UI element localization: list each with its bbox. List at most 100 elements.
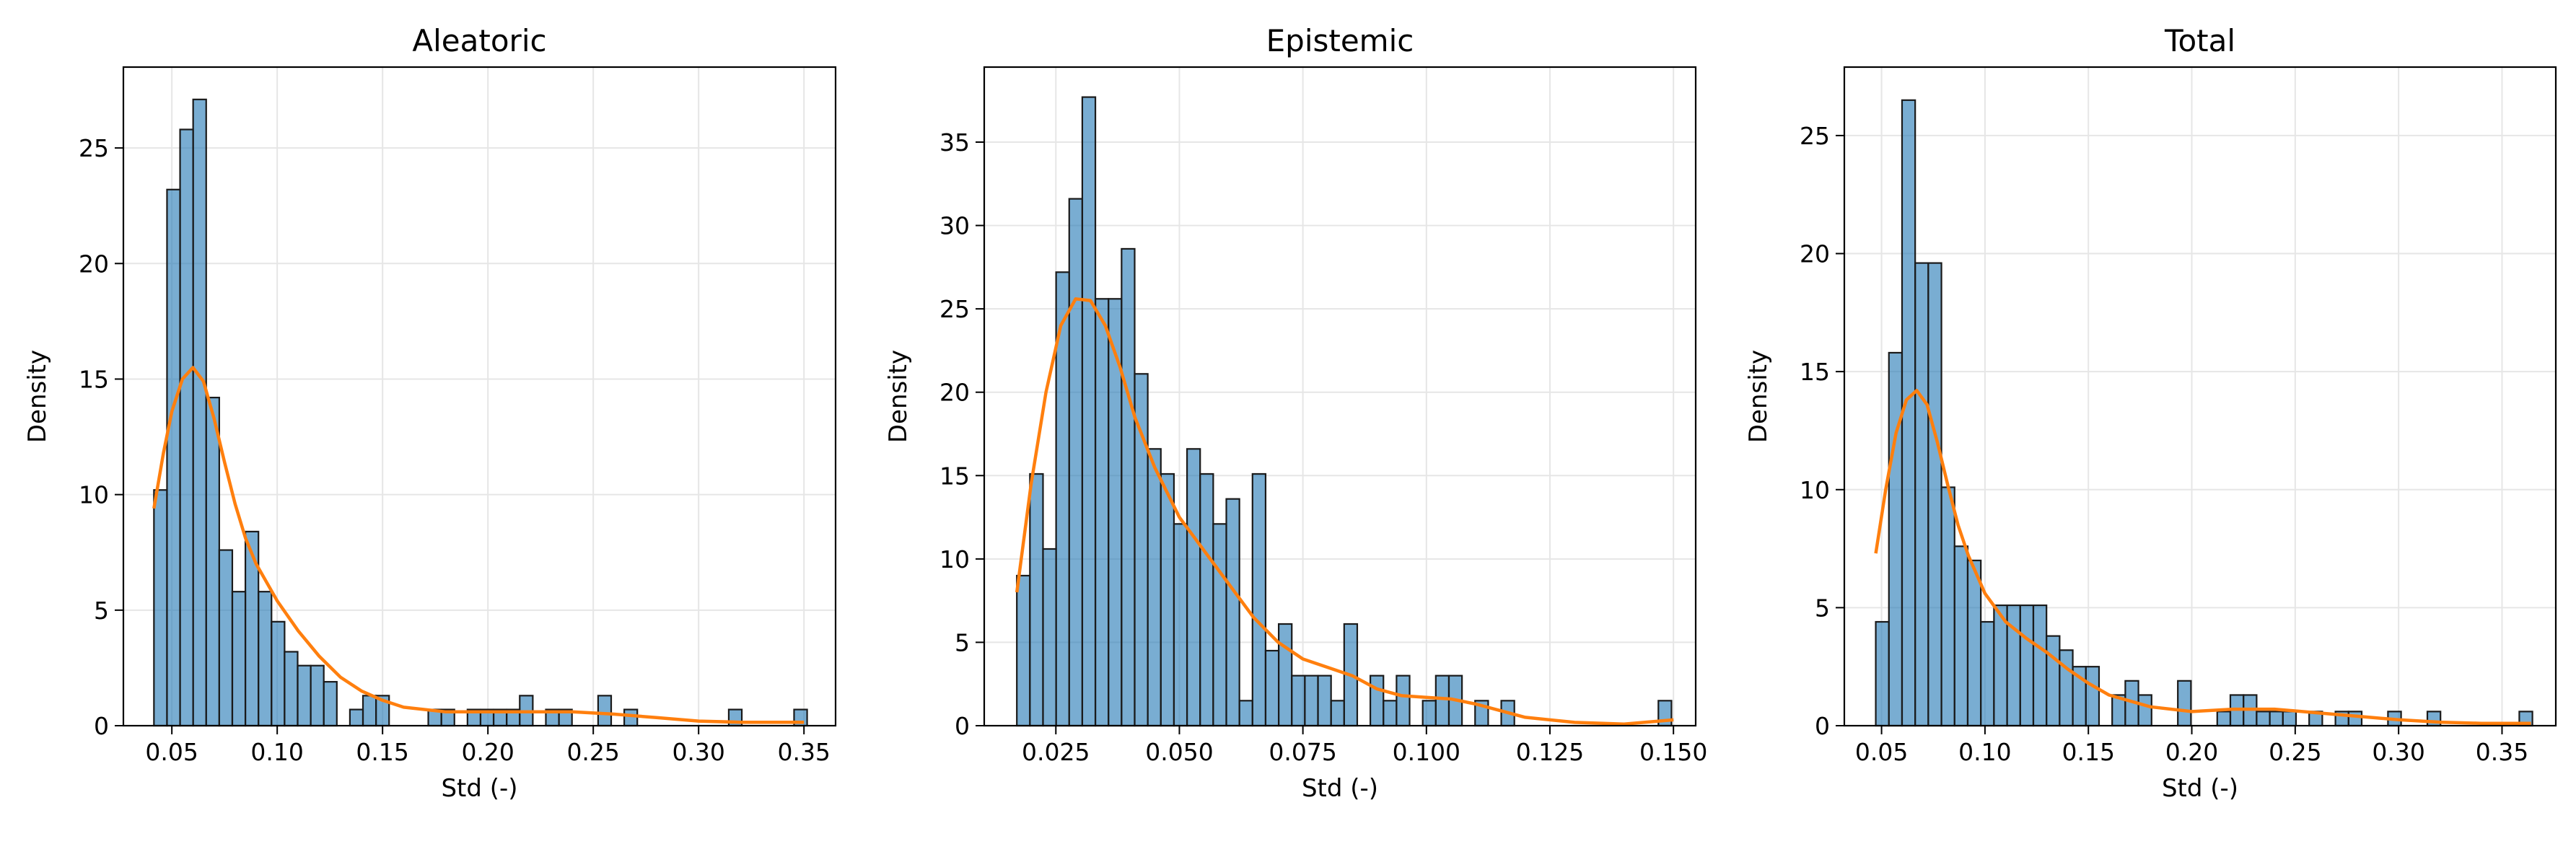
x-tick-label: 0.025 [1022,738,1090,766]
histogram-bar [2059,649,2074,727]
y-tick-label: 20 [939,379,970,407]
y-tick-label: 0 [94,712,109,740]
y-tick-label: 25 [939,295,970,323]
chart-panel-0: 0.05 0.10 0.15 0.20 0.25 0.30 0.35 0 5 10 15 20 25 Al… [23,23,837,803]
histogram-bar [1940,486,1955,727]
histogram-bar [1953,545,1969,727]
y-tick-label: 25 [79,134,109,162]
axes-frame [983,66,1697,727]
histogram-bar [1875,620,1890,727]
histogram-bar [1330,700,1345,727]
histogram-bar [1434,674,1450,727]
histogram-bar [2347,711,2363,727]
x-tick-label: 0.05 [1855,738,1908,766]
y-axis-label: Density [23,350,52,443]
chart-title: Aleatoric [412,23,546,58]
histogram-bar [271,620,286,727]
x-tick-label: 0.25 [2269,738,2321,766]
x-axis-label: Std (-) [2162,774,2238,803]
x-tick-label: 0.075 [1269,738,1336,766]
y-tick-label: 5 [94,597,109,625]
x-tick-label: 0.30 [2372,738,2424,766]
x-tick-label: 0.05 [145,738,198,766]
y-tick-label: 30 [939,212,970,240]
chart-panel-1: 0.025 0.050 0.075 0.100 0.125 0.150 0 5 10 15 20 25… [884,23,1707,803]
histogram-bar [284,651,299,727]
histogram-bar [323,681,338,727]
histogram-bar [1317,674,1332,727]
histogram-bar [205,397,220,727]
histogram-bar [231,591,247,727]
y-axis-label: Density [884,350,913,443]
histogram-bar [1251,472,1267,727]
x-tick-label: 0.35 [777,738,830,766]
y-tick-label: 20 [1800,240,1830,268]
histogram-bar [1016,574,1031,727]
axes-frame [1843,66,2557,727]
y-tick-label: 10 [1800,476,1830,504]
y-tick-label: 15 [1800,358,1830,386]
histogram-bar [1147,448,1162,727]
histogram-bar [1225,498,1240,727]
y-tick-label: 0 [1815,712,1830,740]
y-tick-label: 15 [939,462,970,490]
x-tick-label: 0.10 [250,738,303,766]
y-tick-label: 0 [955,712,970,740]
x-axis-label: Std (-) [1302,774,1378,803]
histogram-bar [1396,674,1411,727]
x-tick-label: 0.30 [672,738,724,766]
y-tick-label: 10 [939,545,970,573]
histogram-bar [1980,620,1995,727]
histogram-bar [1186,448,1201,727]
x-tick-label: 0.20 [461,738,514,766]
histogram-bar [1173,523,1188,727]
x-tick-label: 0.125 [1516,738,1584,766]
histogram-bar [1212,523,1227,727]
chart-title: Epistemic [1266,23,1414,58]
y-tick-label: 15 [79,365,109,393]
histogram-bar [2177,680,2192,727]
x-tick-label: 0.050 [1145,738,1213,766]
y-tick-label: 5 [1815,594,1830,622]
histogram-bar [2256,711,2271,727]
histogram-bar [166,188,181,727]
histogram-bar [2216,711,2232,727]
histogram-bar [349,708,364,727]
histogram-bar [597,695,613,727]
histogram-bar [1291,674,1306,727]
y-tick-label: 10 [79,481,109,509]
histogram-bar [192,98,207,727]
chart-panel-2: 0.05 0.10 0.15 0.20 0.25 0.30 0.35 0 5 10 15 20 25 To… [1744,23,2557,803]
histogram-bar [1264,649,1280,727]
x-tick-label: 0.20 [2165,738,2218,766]
histogram-bar [1094,298,1110,727]
histogram-bar [2282,711,2297,727]
histogram-bar [1029,472,1044,727]
histogram-bar [1238,700,1253,727]
histogram-bar [2085,666,2100,727]
histogram-bar [623,708,639,727]
histogram-bar [1277,623,1293,727]
histogram-bar [1370,674,1385,727]
histogram-bar [179,128,194,727]
chart-title: Total [2164,23,2235,58]
histogram-bar [297,664,312,727]
histogram-bar [258,591,273,727]
y-axis-label: Density [1744,350,1773,443]
histogram-bar [218,549,234,727]
histogram-bar [1421,700,1437,727]
kde-line [1015,297,1674,726]
y-tick-label: 5 [955,628,970,656]
x-tick-label: 0.15 [2062,738,2114,766]
y-tick-label: 25 [1800,122,1830,150]
histogram-bar [1383,700,1398,727]
histogram-bar [2269,711,2284,727]
histogram-bar [1042,548,1057,727]
x-tick-label: 0.100 [1393,738,1460,766]
x-tick-label: 0.15 [356,738,408,766]
histogram-bar [1160,472,1175,727]
histogram-bar [1927,262,1942,727]
histogram-bar [1966,559,1982,727]
